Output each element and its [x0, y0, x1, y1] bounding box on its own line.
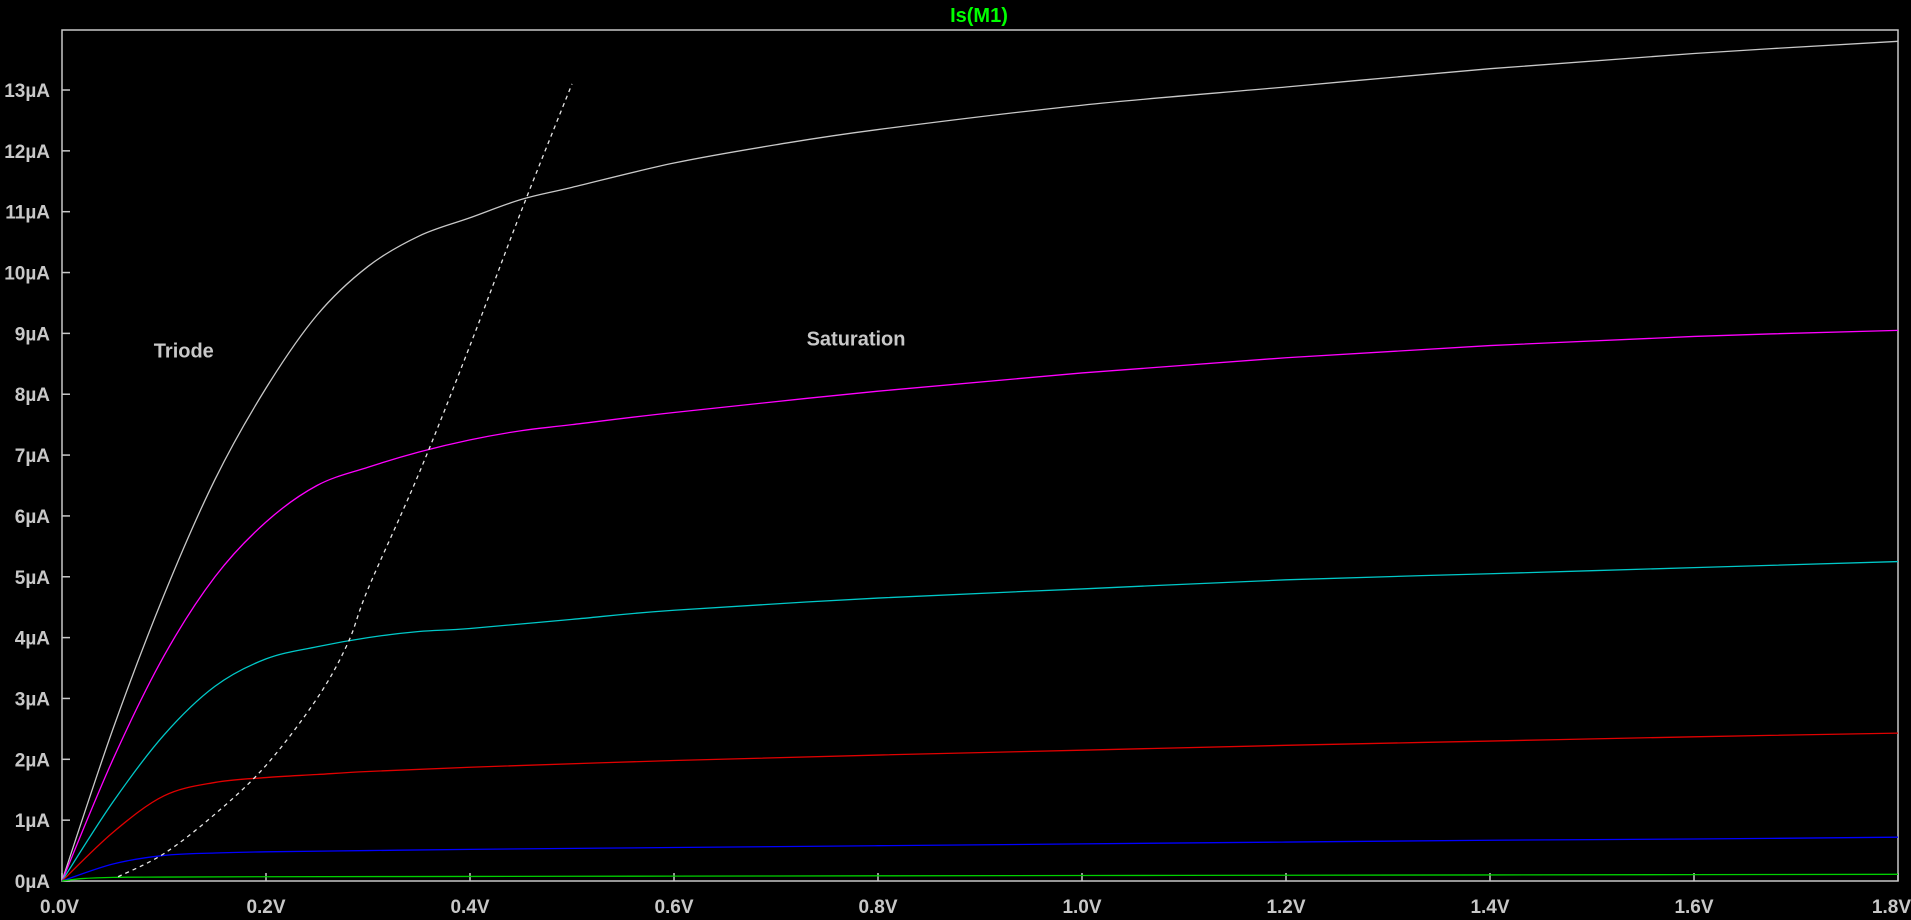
axis-ticks: 0.0V 0.2V 0.4V 0.6V 0.8V 1.0V 1.2V 1.4V 1.6V 1.8V… [4, 81, 1911, 918]
y-tick-label: 5µA [15, 568, 51, 589]
y-tick-label: 8µA [15, 385, 51, 406]
x-tick-label: 1.2V [1266, 897, 1305, 918]
x-tick-label: 0.6V [654, 897, 693, 918]
chart-title[interactable]: Is(M1) [950, 5, 1008, 27]
x-tick-label: 1.4V [1470, 897, 1509, 918]
y-tick-label: 3µA [15, 689, 51, 710]
annotation-label: Triode [154, 341, 214, 363]
series-line[interactable] [61, 329, 1899, 882]
y-tick-label: 13µA [4, 81, 50, 102]
y-tick-label: 2µA [15, 750, 51, 771]
x-tick-label: 1.8V [1872, 897, 1911, 918]
saturation-boundary-line[interactable] [117, 83, 573, 878]
y-tick-label: 0µA [15, 872, 51, 893]
x-tick-label: 0.2V [246, 897, 285, 918]
series-line[interactable] [61, 732, 1899, 882]
series-line[interactable] [61, 560, 1899, 882]
y-tick-label: 11µA [5, 203, 50, 224]
y-tick-label: 6µA [15, 507, 51, 528]
x-tick-label: 1.0V [1062, 897, 1101, 918]
series-layer [61, 40, 1899, 882]
x-tick-label: 0.8V [858, 897, 897, 918]
series-line[interactable] [61, 40, 1899, 882]
annotation-label: Saturation [807, 329, 906, 351]
annotations: Triode Saturation [154, 329, 906, 363]
y-tick-label: 9µA [15, 324, 51, 345]
y-tick-label: 10µA [4, 264, 50, 285]
x-tick-label: 0.4V [450, 897, 489, 918]
y-tick-label: 4µA [15, 629, 51, 650]
series-line[interactable] [61, 836, 1899, 882]
x-tick-label: 1.6V [1674, 897, 1713, 918]
y-tick-label: 12µA [4, 142, 50, 163]
y-tick-label: 7µA [15, 446, 51, 467]
series-line[interactable] [61, 873, 1899, 882]
plot-frame[interactable] [61, 29, 1899, 882]
x-tick-label: 0.0V [40, 897, 79, 918]
y-tick-label: 1µA [15, 811, 51, 832]
